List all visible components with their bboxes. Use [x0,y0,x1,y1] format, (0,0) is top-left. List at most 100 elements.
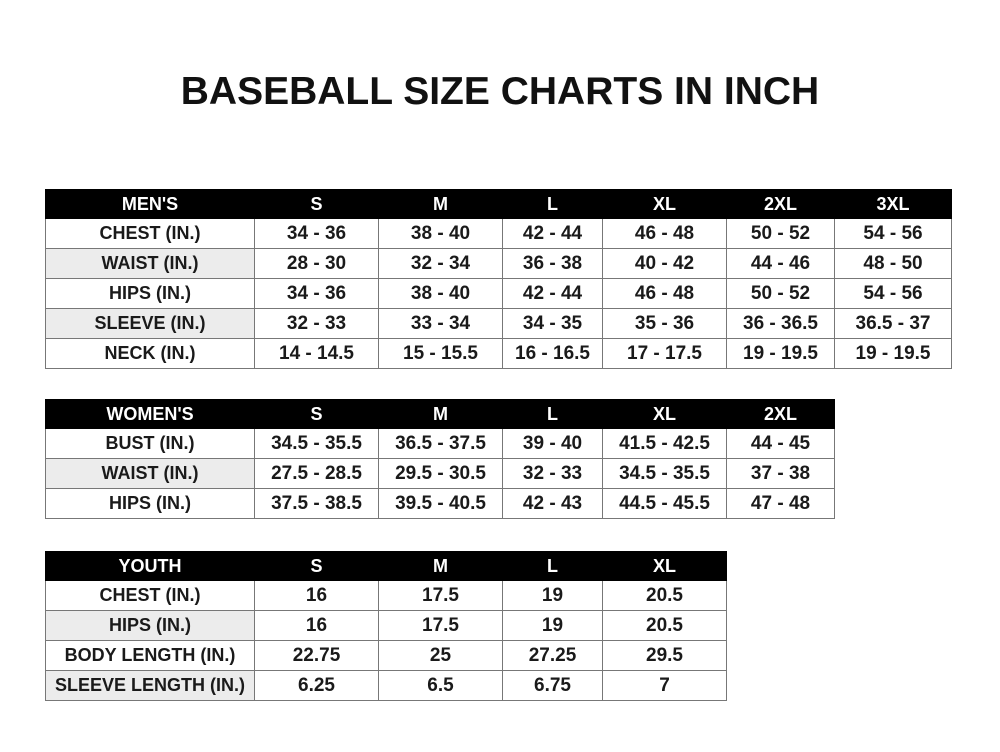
measurement-cell: 35 - 36 [602,308,727,339]
size-header: S [254,551,379,581]
measurement-label: HIPS (IN.) [45,610,255,641]
size-header: L [502,189,603,219]
measurement-cell: 42 - 44 [502,278,603,309]
measurement-cell: 42 - 43 [502,488,603,519]
measurement-cell: 38 - 40 [378,218,503,249]
measurement-cell: 17 - 17.5 [602,338,727,369]
measurement-label: SLEEVE (IN.) [45,308,255,339]
size-header: XL [602,399,727,429]
table-row: SLEEVE (IN.) 32 - 33 33 - 34 34 - 35 35 - 36… [45,308,952,339]
measurement-cell: 48 - 50 [834,248,952,279]
measurement-cell: 44 - 45 [726,428,835,459]
measurement-cell: 19 [502,580,603,611]
measurement-cell: 19 - 19.5 [726,338,835,369]
measurement-cell: 39 - 40 [502,428,603,459]
measurement-cell: 34 - 36 [254,218,379,249]
measurement-cell: 54 - 56 [834,218,952,249]
measurement-cell: 19 - 19.5 [834,338,952,369]
measurement-label: CHEST (IN.) [45,218,255,249]
measurement-cell: 36.5 - 37 [834,308,952,339]
size-header: M [378,189,503,219]
measurement-cell: 27.5 - 28.5 [254,458,379,489]
womens-size-table: WOMEN'S S M L XL 2XL BUST (IN.) 34.5 - 35.5 36.5… [45,399,835,519]
measurement-cell: 7 [602,670,727,701]
page-title: BASEBALL SIZE CHARTS IN INCH [180,70,820,113]
table-row: HIPS (IN.) 16 17.5 19 20.5 [45,610,727,641]
measurement-cell: 46 - 48 [602,278,727,309]
measurement-label: HIPS (IN.) [45,488,255,519]
measurement-cell: 6.75 [502,670,603,701]
table-row: CHEST (IN.) 34 - 36 38 - 40 42 - 44 46 - 48 5… [45,218,952,249]
measurement-cell: 20.5 [602,580,727,611]
measurement-cell: 32 - 33 [502,458,603,489]
size-header: L [502,551,603,581]
measurement-cell: 41.5 - 42.5 [602,428,727,459]
category-header: YOUTH [45,551,255,581]
measurement-cell: 16 [254,610,379,641]
measurement-cell: 6.25 [254,670,379,701]
measurement-cell: 27.25 [502,640,603,671]
measurement-cell: 29.5 [602,640,727,671]
size-header: M [378,551,503,581]
header-row: WOMEN'S S M L XL 2XL [45,399,835,429]
measurement-cell: 29.5 - 30.5 [378,458,503,489]
measurement-cell: 37.5 - 38.5 [254,488,379,519]
measurement-cell: 17.5 [378,580,503,611]
measurement-cell: 47 - 48 [726,488,835,519]
measurement-cell: 54 - 56 [834,278,952,309]
measurement-cell: 46 - 48 [602,218,727,249]
measurement-label: NECK (IN.) [45,338,255,369]
size-header: 2XL [726,189,835,219]
measurement-cell: 22.75 [254,640,379,671]
size-header: L [502,399,603,429]
measurement-label: BUST (IN.) [45,428,255,459]
measurement-cell: 28 - 30 [254,248,379,279]
size-header: XL [602,551,727,581]
measurement-label: SLEEVE LENGTH (IN.) [45,670,255,701]
measurement-cell: 34 - 36 [254,278,379,309]
measurement-cell: 15 - 15.5 [378,338,503,369]
measurement-cell: 16 [254,580,379,611]
table-row: BODY LENGTH (IN.) 22.75 25 27.25 29.5 [45,640,727,671]
measurement-cell: 6.5 [378,670,503,701]
size-header: 3XL [834,189,952,219]
measurement-cell: 34.5 - 35.5 [254,428,379,459]
table-row: NECK (IN.) 14 - 14.5 15 - 15.5 16 - 16.5 17 … [45,338,952,369]
measurement-cell: 50 - 52 [726,278,835,309]
category-header: MEN'S [45,189,255,219]
measurement-cell: 36 - 38 [502,248,603,279]
measurement-cell: 37 - 38 [726,458,835,489]
measurement-cell: 32 - 33 [254,308,379,339]
table-row: WAIST (IN.) 28 - 30 32 - 34 36 - 38 40 - 42 4… [45,248,952,279]
size-header: 2XL [726,399,835,429]
measurement-label: WAIST (IN.) [45,458,255,489]
table-row: CHEST (IN.) 16 17.5 19 20.5 [45,580,727,611]
measurement-cell: 25 [378,640,503,671]
table-row: BUST (IN.) 34.5 - 35.5 36.5 - 37.5 39 - 40 4… [45,428,835,459]
mens-size-table: MEN'S S M L XL 2XL 3XL CHEST (IN.) 34 - 36 38 - 4… [45,189,952,369]
measurement-cell: 38 - 40 [378,278,503,309]
measurement-label: HIPS (IN.) [45,278,255,309]
table-row: HIPS (IN.) 34 - 36 38 - 40 42 - 44 46 - 48 50… [45,278,952,309]
measurement-cell: 50 - 52 [726,218,835,249]
table-row: HIPS (IN.) 37.5 - 38.5 39.5 - 40.5 42 - 43 4… [45,488,835,519]
measurement-cell: 16 - 16.5 [502,338,603,369]
measurement-cell: 34.5 - 35.5 [602,458,727,489]
table-row: WAIST (IN.) 27.5 - 28.5 29.5 - 30.5 32 - 33… [45,458,835,489]
measurement-label: BODY LENGTH (IN.) [45,640,255,671]
measurement-cell: 42 - 44 [502,218,603,249]
measurement-label: CHEST (IN.) [45,580,255,611]
size-header: XL [602,189,727,219]
measurement-cell: 36.5 - 37.5 [378,428,503,459]
youth-size-table: YOUTH S M L XL CHEST (IN.) 16 17.5 19 20.5 HIPS (I… [45,551,727,701]
measurement-cell: 40 - 42 [602,248,727,279]
measurement-cell: 36 - 36.5 [726,308,835,339]
measurement-cell: 33 - 34 [378,308,503,339]
measurement-cell: 44.5 - 45.5 [602,488,727,519]
size-header: S [254,189,379,219]
header-row: YOUTH S M L XL [45,551,727,581]
measurement-cell: 20.5 [602,610,727,641]
measurement-cell: 39.5 - 40.5 [378,488,503,519]
measurement-label: WAIST (IN.) [45,248,255,279]
measurement-cell: 44 - 46 [726,248,835,279]
